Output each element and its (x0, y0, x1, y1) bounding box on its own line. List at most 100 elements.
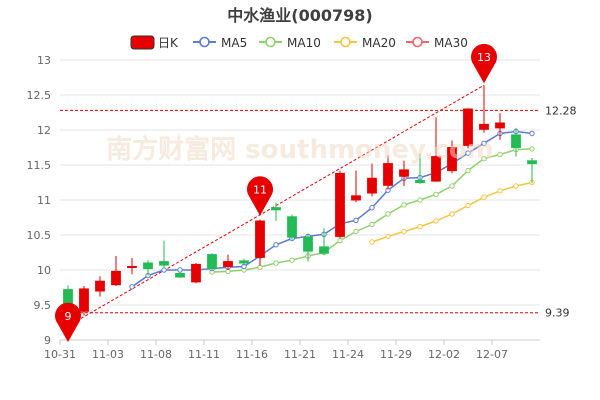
ma10-point (481, 156, 487, 162)
candle[interactable] (271, 202, 281, 221)
candle[interactable] (175, 272, 185, 278)
candle-body (271, 207, 281, 211)
candle-body (95, 280, 105, 292)
x-tick-label: 11-11 (188, 348, 220, 361)
mid-pin-shape (247, 176, 273, 216)
candle[interactable] (207, 253, 217, 270)
plot-area: 9 9.5 10 10.5 11 11.5 12 12.5 13 10-31 11-03 11-08 1… (27, 43, 577, 361)
x-tick-label: 11-21 (284, 348, 316, 361)
candle-body (239, 260, 249, 264)
ma20-point (401, 228, 407, 235)
candle-body (79, 288, 89, 312)
candle[interactable] (399, 160, 409, 186)
candle-body (207, 254, 217, 270)
candle[interactable] (223, 254, 233, 270)
mid-pin-label: 11 (253, 184, 267, 197)
candle[interactable] (159, 240, 169, 268)
candle[interactable] (495, 113, 505, 140)
candle[interactable] (367, 163, 377, 197)
candle[interactable] (95, 276, 105, 297)
ma10-point (353, 228, 359, 235)
legend-item-dayk[interactable]: 日K (130, 35, 179, 50)
ma20-point (417, 223, 423, 230)
candle-body (191, 263, 201, 283)
candle[interactable] (111, 256, 121, 287)
candle[interactable] (303, 233, 313, 262)
ma10-point (337, 237, 343, 244)
ma5-point (481, 140, 487, 147)
ma5-point (129, 284, 135, 290)
candle[interactable] (191, 263, 201, 284)
candle[interactable] (79, 286, 89, 316)
candle[interactable] (335, 170, 345, 239)
ma20-point (433, 218, 439, 224)
candle[interactable] (479, 85, 489, 133)
y-tick-label: 10 (37, 264, 51, 277)
min-pin-shape (55, 302, 81, 342)
candle[interactable] (511, 127, 521, 157)
ma5-point (369, 205, 375, 211)
candle-body (287, 216, 297, 238)
ma10-point (369, 221, 375, 228)
candle[interactable] (127, 258, 137, 275)
candle-body (175, 273, 185, 278)
ma20-point (497, 188, 503, 194)
ma10-point (433, 191, 439, 198)
candle[interactable] (143, 260, 153, 276)
ma10-point (273, 260, 279, 266)
candle[interactable] (287, 214, 297, 240)
legend-item-ma10[interactable]: MA10 (259, 36, 321, 50)
x-tick-label: 10-31 (44, 348, 76, 361)
candle-body (159, 261, 169, 266)
legend-label-dayk: 日K (158, 36, 179, 50)
ma10-point (289, 257, 295, 263)
ma20-point (449, 211, 455, 217)
max-ref-label: 12.28 (545, 104, 577, 117)
max-pin-label: 13 (477, 51, 491, 64)
candle[interactable] (383, 155, 393, 190)
ma5-point (177, 267, 183, 273)
mid-pin[interactable]: 11 (247, 176, 273, 216)
ma10-point (449, 183, 455, 189)
candle[interactable] (431, 117, 441, 182)
legend[interactable]: 日K MA5 MA10 MA20 MA30 (130, 35, 468, 50)
candle-body (447, 147, 457, 172)
candle[interactable] (255, 219, 265, 266)
ma20-point (513, 183, 519, 189)
candle-body (495, 122, 505, 129)
candle-body (511, 134, 521, 148)
min-pin[interactable]: 9 (55, 302, 81, 342)
legend-item-ma5[interactable]: MA5 (193, 36, 247, 50)
ma5-point (529, 130, 535, 137)
min-pin-label: 9 (65, 310, 72, 323)
legend-item-ma20[interactable]: MA20 (334, 36, 396, 50)
candle-body (367, 177, 377, 194)
y-tick-label: 9 (44, 334, 51, 347)
candle[interactable] (447, 140, 457, 174)
candle[interactable] (351, 170, 361, 203)
candle-body (479, 123, 489, 130)
legend-marker-ma5 (199, 36, 210, 48)
candle-body (127, 266, 137, 268)
candle-body (383, 163, 393, 186)
candle-body (527, 160, 537, 165)
y-tick-label: 12 (37, 124, 51, 137)
ma5-point (273, 242, 279, 248)
candle-body (143, 262, 153, 270)
candle[interactable] (239, 258, 249, 266)
ma10-point (529, 146, 535, 152)
ma10-point (385, 211, 391, 217)
candle[interactable] (415, 153, 425, 184)
candle[interactable] (527, 158, 537, 184)
candle[interactable] (463, 108, 473, 149)
max-pin[interactable]: 13 (470, 43, 497, 84)
ma10-point (417, 197, 423, 203)
x-tick-label: 12-02 (428, 348, 460, 361)
y-tick-label: 9.5 (34, 299, 52, 312)
watermark: 南方财富网 southmoney.com (106, 134, 494, 165)
candle[interactable] (319, 228, 329, 255)
candle-body (351, 195, 361, 201)
y-tick-label: 10.5 (27, 229, 52, 242)
legend-item-ma30[interactable]: MA30 (406, 36, 468, 50)
